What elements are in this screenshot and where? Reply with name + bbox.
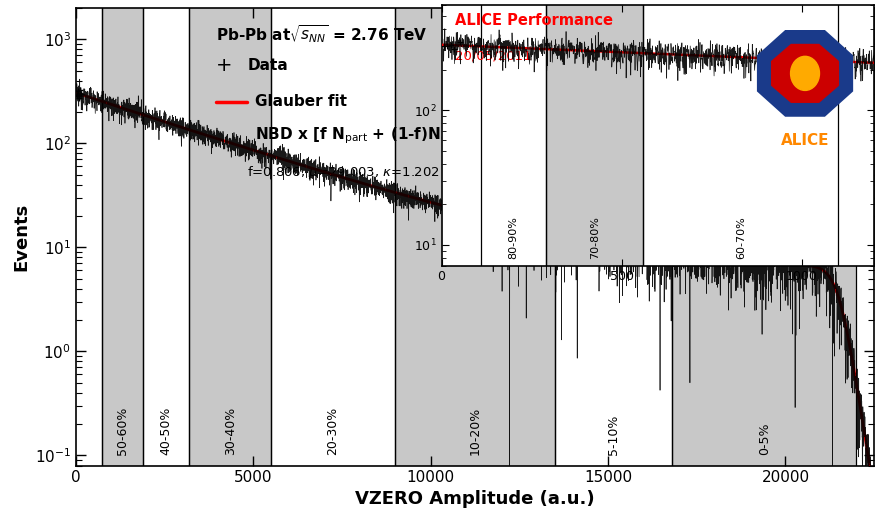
Text: 40-50%: 40-50% bbox=[160, 407, 173, 456]
Circle shape bbox=[790, 56, 820, 90]
Text: 50-60%: 50-60% bbox=[116, 407, 129, 456]
Y-axis label: Events: Events bbox=[12, 203, 30, 271]
X-axis label: VZERO Amplitude (a.u.): VZERO Amplitude (a.u.) bbox=[355, 490, 595, 508]
Bar bbox=[103, 8, 144, 466]
Text: f=0.806, $\mu$=29.003, $\kappa$=1.202: f=0.806, $\mu$=29.003, $\kappa$=1.202 bbox=[247, 164, 440, 181]
Polygon shape bbox=[772, 45, 838, 102]
Text: 80-90%: 80-90% bbox=[508, 216, 518, 259]
Text: 70-80%: 70-80% bbox=[590, 216, 599, 259]
Text: 0-5%: 0-5% bbox=[757, 423, 771, 456]
Text: NBD x [f N$_{\rm part}$ + (1-f)N$_{\rm coll}$]: NBD x [f N$_{\rm part}$ + (1-f)N$_{\rm c… bbox=[255, 126, 467, 146]
Text: 5-10%: 5-10% bbox=[607, 415, 620, 456]
Text: ALICE Performance: ALICE Performance bbox=[455, 13, 613, 28]
Bar bbox=[271, 8, 395, 466]
Bar bbox=[395, 8, 555, 466]
Text: Pb-Pb at$\sqrt{s_{NN}}$ = 2.76 TeV: Pb-Pb at$\sqrt{s_{NN}}$ = 2.76 TeV bbox=[216, 24, 427, 45]
Text: Glauber fit: Glauber fit bbox=[255, 94, 348, 109]
Text: +: + bbox=[216, 56, 232, 75]
Text: 30-40%: 30-40% bbox=[224, 407, 236, 456]
Text: 20/05/2011: 20/05/2011 bbox=[455, 49, 531, 63]
Bar bbox=[672, 8, 856, 466]
Polygon shape bbox=[758, 32, 852, 115]
Text: 20-30%: 20-30% bbox=[326, 407, 340, 456]
Bar bbox=[144, 8, 189, 466]
Text: Data: Data bbox=[247, 57, 288, 73]
Text: ALICE: ALICE bbox=[780, 133, 830, 148]
Text: 10-20%: 10-20% bbox=[468, 407, 482, 456]
Bar bbox=[189, 8, 271, 466]
Bar bbox=[643, 5, 838, 266]
Bar bbox=[555, 8, 672, 466]
Bar bbox=[546, 5, 643, 266]
Bar bbox=[481, 5, 546, 266]
Text: 60-70%: 60-70% bbox=[736, 217, 746, 259]
